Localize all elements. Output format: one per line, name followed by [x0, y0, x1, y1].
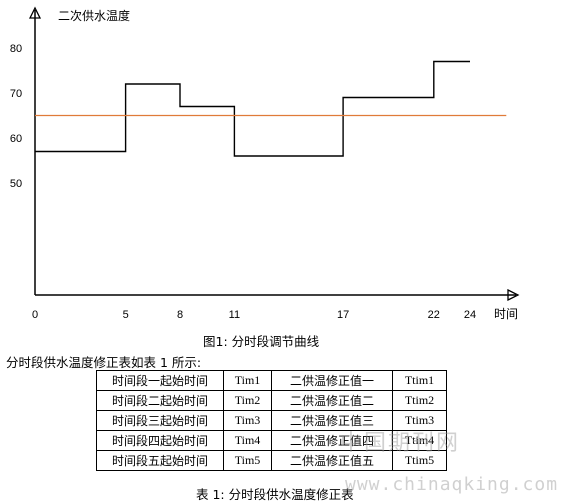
table-intro-text: 分时段供水温度修正表如表 1 所示:: [6, 355, 202, 370]
y-tick-label: 80: [10, 43, 22, 55]
x-tick-label: 24: [464, 309, 476, 321]
step-line-chart: 0 5 8 11 17 22 24 50 60 70 80 二次供水温度 时间: [10, 6, 520, 321]
y-axis-arrow: [28, 6, 42, 19]
table-cell: 时间段三起始时间: [96, 410, 224, 431]
table-cell: Tim1: [223, 370, 272, 391]
supply-temperature-step-line: [35, 60, 470, 157]
table-cell: 二供温修正值二: [271, 390, 393, 411]
table-row: 时间段三起始时间 Tim3 二供温修正值三 Ttim3: [96, 410, 447, 431]
table-cell: 二供温修正值五: [271, 450, 393, 471]
watermark-url: www.chinaqking.com: [345, 474, 559, 495]
figure-caption: 图1: 分时段调节曲线: [203, 334, 320, 349]
x-tick-label: 8: [177, 309, 183, 321]
table-cell: 时间段二起始时间: [96, 390, 224, 411]
y-tick-label: 50: [10, 178, 22, 190]
y-tick-label: 70: [10, 88, 22, 100]
table-row: 时间段二起始时间 Tim2 二供温修正值二 Ttim2: [96, 390, 447, 411]
x-tick-label: 17: [337, 309, 349, 321]
x-tick-label: 5: [123, 309, 129, 321]
y-axis-title: 二次供水温度: [58, 8, 130, 23]
table-cell: Ttim4: [392, 430, 447, 451]
table-cell: 时间段五起始时间: [96, 450, 224, 471]
chart-axes: [28, 6, 520, 302]
table-cell: Tim3: [223, 410, 272, 431]
axis-ticks: 0 5 8 11 17 22 24 50 60 70 80: [10, 43, 476, 321]
table-cell: Ttim2: [392, 390, 447, 411]
table-cell: Ttim3: [392, 410, 447, 431]
table-row: 时间段五起始时间 Tim5 二供温修正值五 Ttim5: [96, 450, 447, 471]
table-cell: Tim2: [223, 390, 272, 411]
x-axis-title: 时间: [494, 307, 518, 321]
x-tick-label: 11: [229, 309, 240, 321]
table-cell: 时间段四起始时间: [96, 430, 224, 451]
x-axis-arrow: [507, 288, 520, 302]
table-cell: Ttim1: [392, 370, 447, 391]
table-cell: 时间段一起始时间: [96, 370, 224, 391]
table-cell: 二供温修正值三: [271, 410, 393, 431]
table-cell: Tim5: [223, 450, 272, 471]
correction-table: 时间段一起始时间 Tim1 二供温修正值一 Ttim1 时间段二起始时间 Tim2 二供温修…: [96, 370, 447, 471]
table-row: 时间段一起始时间 Tim1 二供温修正值一 Ttim1: [96, 370, 447, 391]
table-cell: 二供温修正值一: [271, 370, 393, 391]
table-row: 时间段四起始时间 Tim4 二供温修正值四 Ttim4: [96, 430, 447, 451]
table-cell: Tim4: [223, 430, 272, 451]
x-tick-label: 0: [32, 309, 38, 321]
y-tick-label: 60: [10, 133, 22, 145]
chart-series: [35, 60, 507, 157]
table-caption: 表 1: 分时段供水温度修正表: [196, 487, 354, 502]
x-tick-label: 22: [428, 309, 440, 321]
watermark-site-name: 中国期刊网: [340, 431, 461, 456]
table-cell: Ttim5: [392, 450, 447, 471]
